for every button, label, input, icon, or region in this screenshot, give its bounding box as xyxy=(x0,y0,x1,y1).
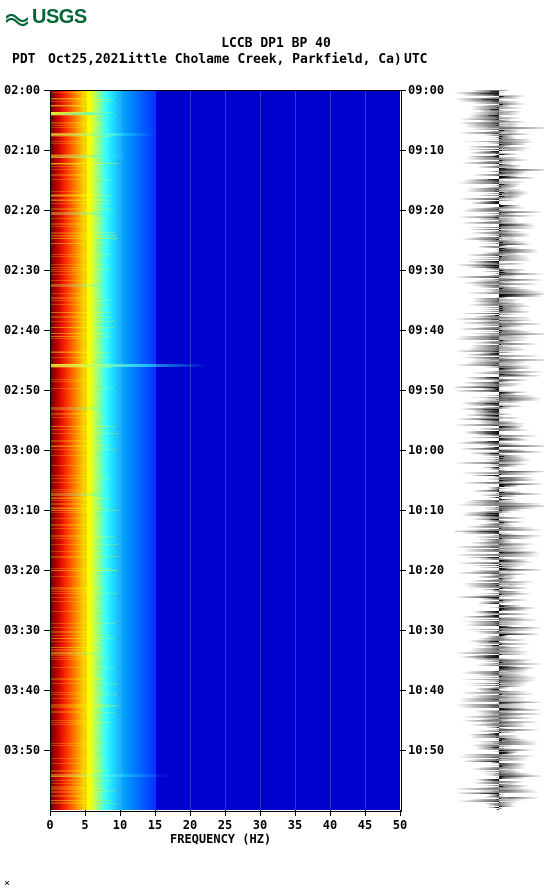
pdt-tick: 03:40 xyxy=(4,683,40,697)
location-label: Little Cholame Creek, Parkfield, Ca) xyxy=(120,52,402,67)
utc-tick: 09:10 xyxy=(408,143,444,157)
pdt-tick: 03:30 xyxy=(4,623,40,637)
footer-mark: × xyxy=(4,878,10,889)
pdt-tick: 02:30 xyxy=(4,263,40,277)
utc-tick: 09:40 xyxy=(408,323,444,337)
chart-title: LCCB DP1 BP 40 xyxy=(0,36,552,51)
utc-tick: 09:00 xyxy=(408,83,444,97)
x-tick: 10 xyxy=(113,818,127,832)
pdt-tick: 03:20 xyxy=(4,563,40,577)
waveform-plot xyxy=(454,90,544,810)
logo-text: USGS xyxy=(32,6,87,29)
utc-tick: 10:00 xyxy=(408,443,444,457)
x-tick: 50 xyxy=(393,818,407,832)
usgs-logo: USGS xyxy=(6,6,87,29)
x-tick: 5 xyxy=(81,818,88,832)
x-tick: 35 xyxy=(288,818,302,832)
pdt-tick: 02:50 xyxy=(4,383,40,397)
pdt-tick: 03:50 xyxy=(4,743,40,757)
x-axis-label: FREQUENCY (HZ) xyxy=(170,832,271,846)
utc-tick: 09:20 xyxy=(408,203,444,217)
pdt-tick: 03:00 xyxy=(4,443,40,457)
pdt-tick: 02:20 xyxy=(4,203,40,217)
x-tick: 20 xyxy=(183,818,197,832)
utc-tick: 10:30 xyxy=(408,623,444,637)
utc-tick: 09:30 xyxy=(408,263,444,277)
pdt-tick: 02:00 xyxy=(4,83,40,97)
utc-tick: 10:50 xyxy=(408,743,444,757)
pdt-label: PDT xyxy=(12,52,35,67)
x-tick: 45 xyxy=(358,818,372,832)
date-label: Oct25,2021 xyxy=(48,52,126,67)
x-tick: 15 xyxy=(148,818,162,832)
spectrogram-plot xyxy=(50,90,400,810)
pdt-tick: 03:10 xyxy=(4,503,40,517)
utc-tick: 10:20 xyxy=(408,563,444,577)
utc-tick: 10:40 xyxy=(408,683,444,697)
x-tick: 40 xyxy=(323,818,337,832)
utc-tick: 10:10 xyxy=(408,503,444,517)
x-tick: 30 xyxy=(253,818,267,832)
utc-label: UTC xyxy=(404,52,427,67)
utc-tick: 09:50 xyxy=(408,383,444,397)
pdt-tick: 02:40 xyxy=(4,323,40,337)
pdt-tick: 02:10 xyxy=(4,143,40,157)
x-tick: 25 xyxy=(218,818,232,832)
x-tick: 0 xyxy=(46,818,53,832)
